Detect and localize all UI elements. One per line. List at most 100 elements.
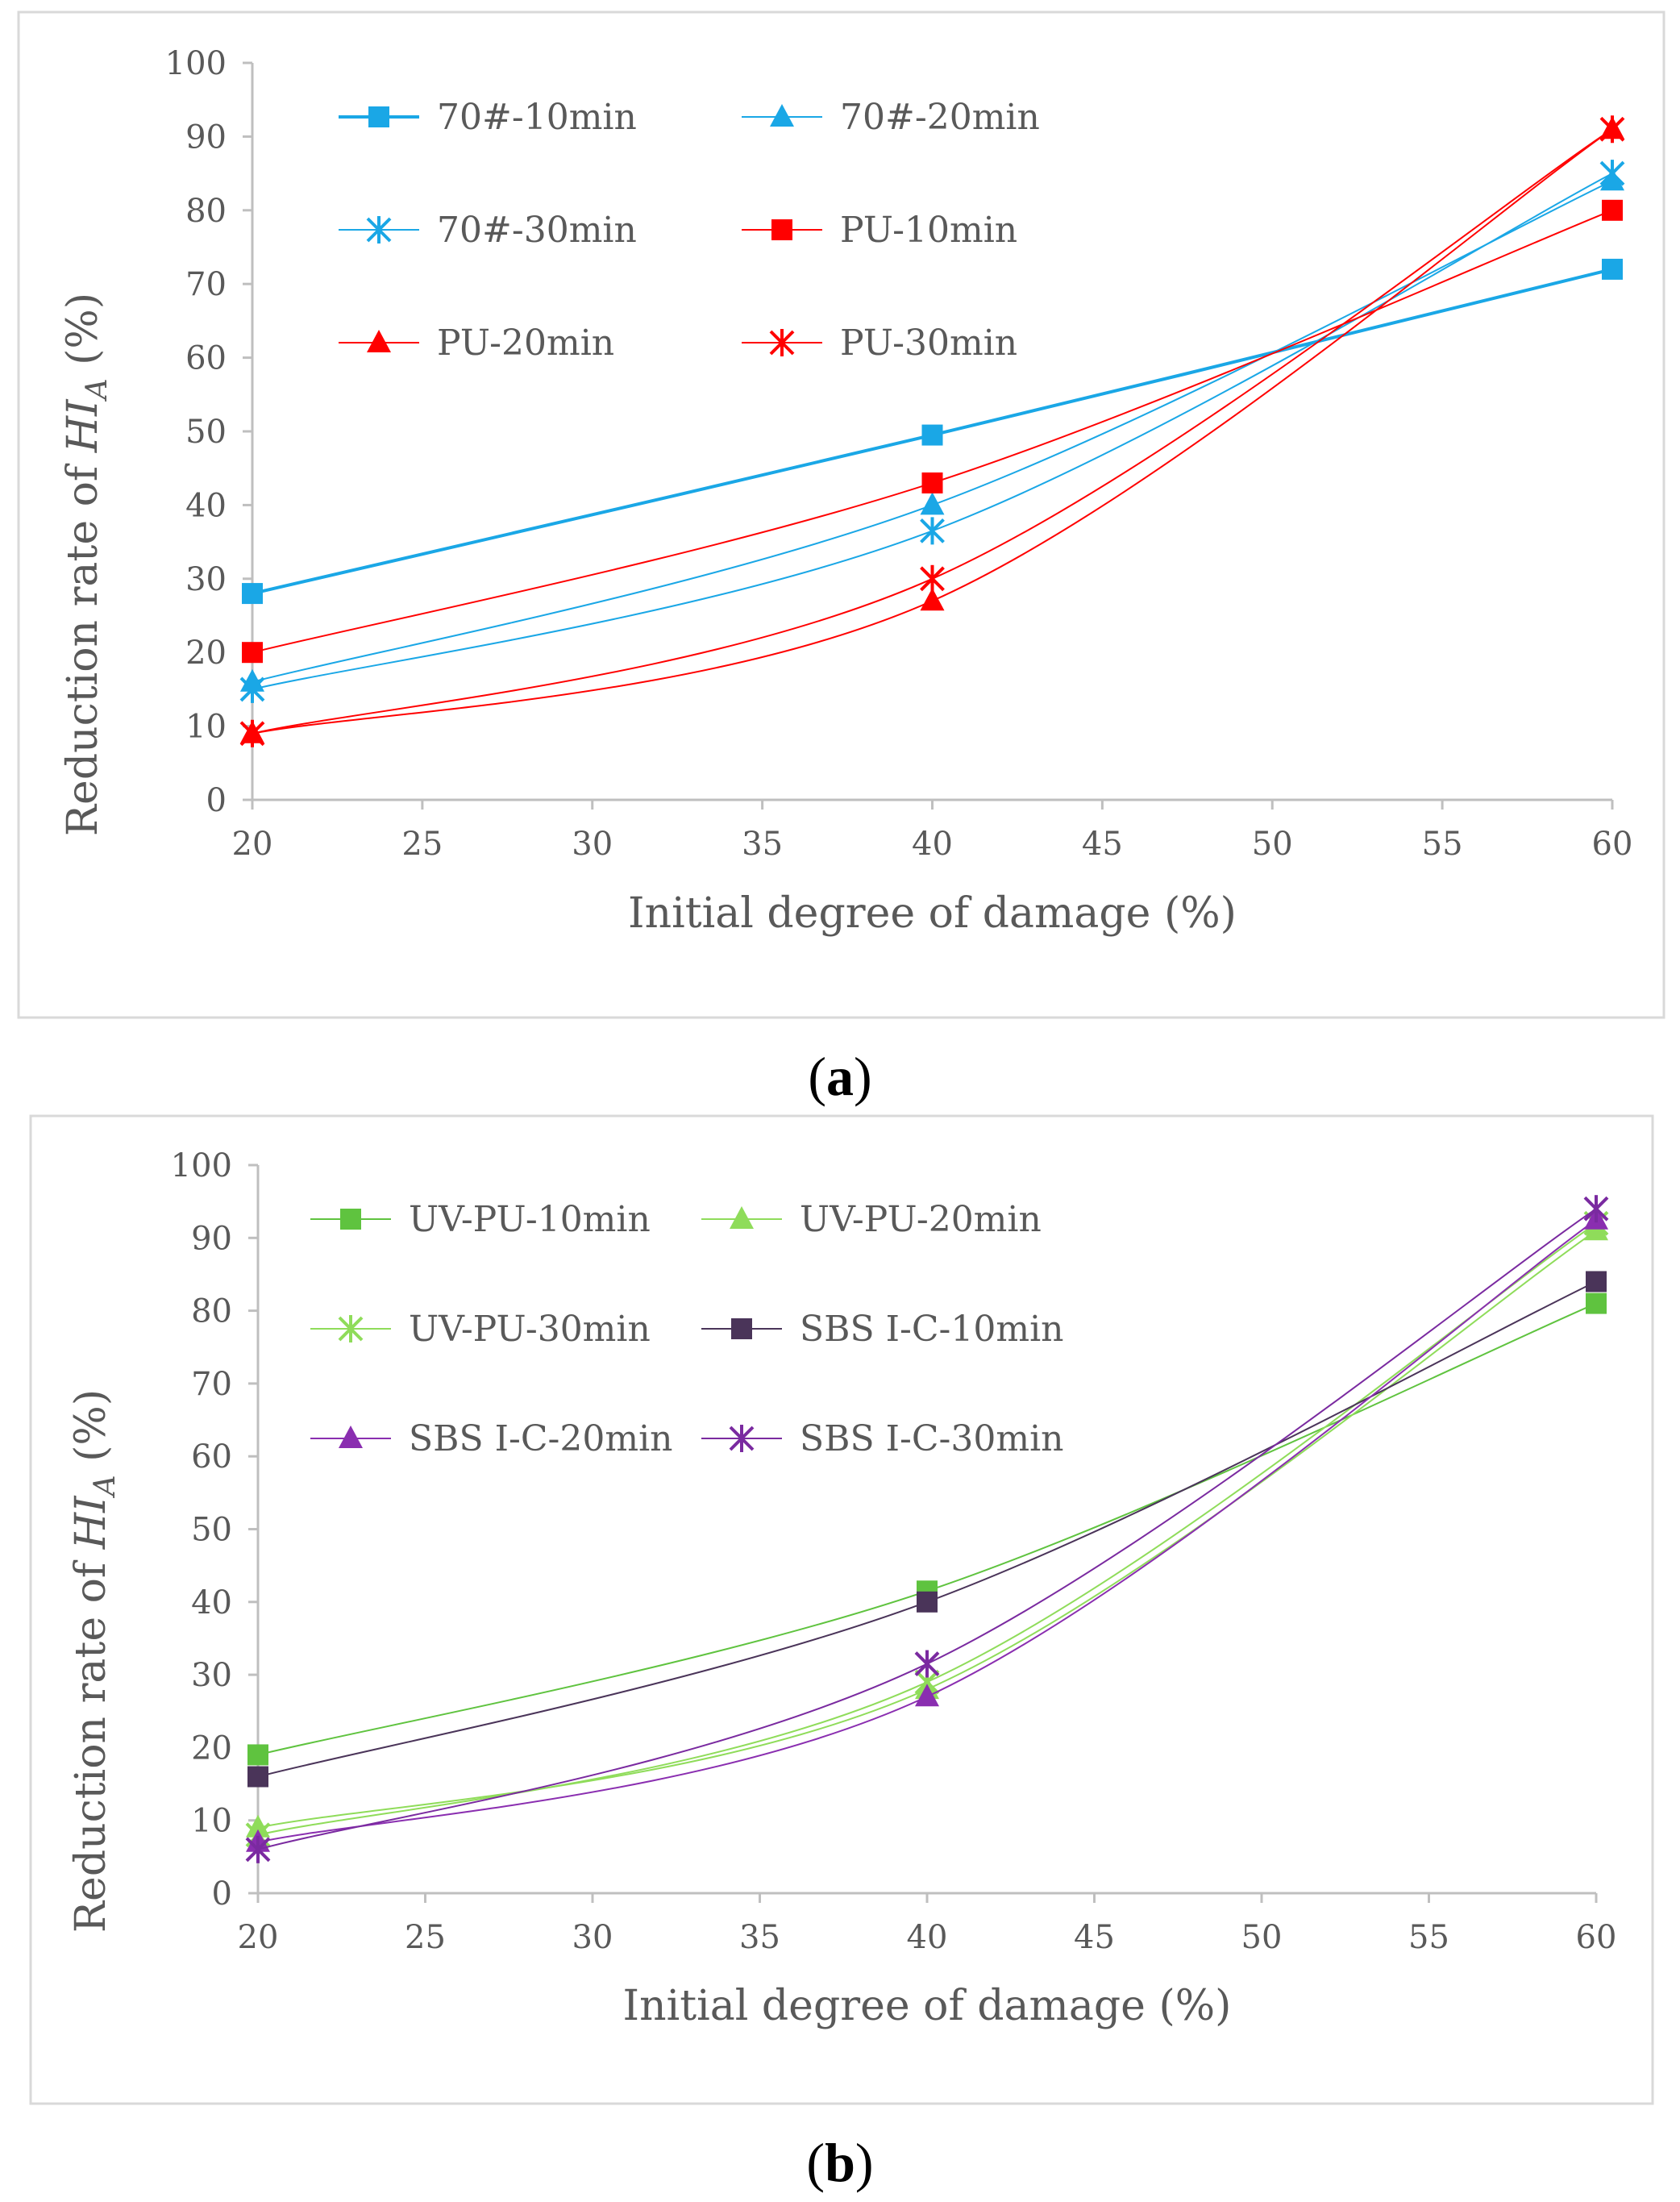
legend-marker-b-3 xyxy=(731,1318,752,1339)
data-point-a-2-2 xyxy=(1599,160,1625,188)
x-tick-label-b: 55 xyxy=(1408,1919,1449,1956)
x-tick-label-a: 45 xyxy=(1082,826,1123,863)
legend-label-b-1: UV-PU-20min xyxy=(800,1199,1042,1240)
y-tick-label-a: 10 xyxy=(185,709,227,746)
y-tick-label-a: 70 xyxy=(185,266,227,303)
x-tick-label-b: 30 xyxy=(572,1919,613,1956)
x-tick-label-b: 45 xyxy=(1074,1919,1115,1956)
legend-marker-b-4 xyxy=(339,1426,363,1448)
x-tick-label-a: 25 xyxy=(401,826,443,863)
data-point-a-3-2 xyxy=(1602,199,1623,221)
data-point-a-5-1 xyxy=(920,564,945,593)
data-point-b-3-0 xyxy=(247,1766,268,1788)
legend-marker-b-1 xyxy=(730,1206,754,1229)
x-tick-label-b: 60 xyxy=(1576,1919,1617,1956)
legend-label-a-1: 70#-20min xyxy=(840,97,1040,138)
y-tick-label-b: 50 xyxy=(191,1512,232,1549)
legend-marker-a-5 xyxy=(769,329,795,356)
data-point-a-0-2 xyxy=(1602,258,1623,280)
data-point-b-0-2 xyxy=(1586,1292,1607,1314)
panel-label-a: (a) xyxy=(808,1046,871,1107)
x-tick-label-a: 40 xyxy=(912,826,953,863)
legend-marker-a-1 xyxy=(770,104,794,127)
chart-a-frame xyxy=(17,10,1665,1019)
legend-marker-a-0 xyxy=(368,106,389,127)
data-point-a-5-2 xyxy=(1599,115,1625,144)
legend-label-a-2: 70#-30min xyxy=(437,210,637,251)
legend-marker-b-0 xyxy=(340,1209,361,1230)
series-b-3 xyxy=(247,1271,1607,1788)
panel-label-b: (b) xyxy=(806,2132,873,2193)
x-tick-label-b: 50 xyxy=(1241,1919,1283,1956)
legend-item-b-2: UV-PU-30min xyxy=(310,1309,651,1350)
y-axis-title-a: Reduction rate of HIA (%) xyxy=(59,293,114,836)
legend-item-b-3: SBS I-C-10min xyxy=(701,1309,1064,1350)
chart-b-frame xyxy=(29,1114,1654,2105)
data-point-a-0-1 xyxy=(921,424,943,446)
legend-label-a-3: PU-10min xyxy=(840,210,1017,251)
legend-marker-b-5 xyxy=(729,1425,755,1452)
data-point-b-3-2 xyxy=(1586,1271,1607,1292)
legend-label-b-5: SBS I-C-30min xyxy=(800,1418,1064,1459)
legend-item-a-0: 70#-10min xyxy=(339,97,637,138)
y-tick-label-b: 40 xyxy=(191,1584,232,1621)
y-tick-label-a: 50 xyxy=(185,414,227,451)
series-line-b-4 xyxy=(257,1218,1597,1843)
x-tick-label-a: 35 xyxy=(742,826,783,863)
legend-item-a-4: PU-20min xyxy=(339,323,614,364)
y-tick-label-b: 90 xyxy=(191,1220,232,1257)
y-tick-label-b: 0 xyxy=(212,1875,232,1913)
data-point-a-0-0 xyxy=(242,583,263,605)
data-point-a-2-1 xyxy=(920,517,945,545)
x-tick-label-a: 20 xyxy=(232,826,273,863)
series-line-a-4 xyxy=(252,128,1613,735)
data-point-a-5-0 xyxy=(239,719,265,747)
legend-item-a-2: 70#-30min xyxy=(339,210,637,251)
y-tick-label-a: 30 xyxy=(185,561,227,598)
legend-label-a-4: PU-20min xyxy=(437,323,614,364)
y-tick-label-a: 100 xyxy=(165,45,227,82)
x-tick-label-a: 50 xyxy=(1252,826,1293,863)
y-tick-label-b: 10 xyxy=(191,1803,232,1840)
data-point-a-1-1 xyxy=(920,492,945,515)
series-a-3 xyxy=(242,199,1623,664)
y-tick-label-a: 0 xyxy=(206,782,227,819)
y-tick-label-b: 20 xyxy=(191,1730,232,1767)
data-point-a-3-0 xyxy=(242,642,263,664)
y-tick-label-b: 70 xyxy=(191,1366,232,1403)
legend-item-a-5: PU-30min xyxy=(742,323,1017,364)
legend-label-a-5: PU-30min xyxy=(840,323,1017,364)
x-tick-label-b: 25 xyxy=(405,1919,446,1956)
legend-label-b-3: SBS I-C-10min xyxy=(800,1309,1064,1350)
data-point-b-0-0 xyxy=(247,1744,268,1766)
x-tick-label-a: 30 xyxy=(572,826,613,863)
chart-b: 0 10 20 30 40 50 60 70 80 90 100 20 25 30 35 40 45 50 55 60… xyxy=(67,1147,1616,2030)
data-point-b-3-1 xyxy=(917,1591,938,1613)
legend-label-b-0: UV-PU-10min xyxy=(409,1199,651,1240)
legend-item-a-3: PU-10min xyxy=(742,210,1017,251)
data-point-b-5-1 xyxy=(914,1650,940,1678)
legend-item-b-4: SBS I-C-20min xyxy=(310,1418,673,1459)
data-point-a-2-0 xyxy=(239,675,265,703)
data-point-b-5-0 xyxy=(245,1835,271,1863)
x-tick-label-a: 60 xyxy=(1592,826,1633,863)
legend-label-a-0: 70#-10min xyxy=(437,97,637,138)
y-tick-label-b: 100 xyxy=(171,1147,232,1184)
data-point-a-3-1 xyxy=(921,472,943,493)
y-tick-label-a: 40 xyxy=(185,487,227,524)
y-tick-label-b: 30 xyxy=(191,1657,232,1694)
y-tick-label-a: 60 xyxy=(185,340,227,377)
legend-item-b-1: UV-PU-20min xyxy=(701,1199,1042,1240)
series-a-0 xyxy=(242,258,1623,605)
y-tick-label-b: 80 xyxy=(191,1293,232,1330)
series-a-5 xyxy=(239,115,1625,747)
legend-marker-a-2 xyxy=(366,216,392,244)
y-tick-label-a: 90 xyxy=(185,119,227,156)
data-point-b-4-1 xyxy=(915,1684,939,1707)
legend-label-b-2: UV-PU-30min xyxy=(409,1309,651,1350)
legend-item-a-1: 70#-20min xyxy=(742,97,1040,138)
x-tick-label-b: 20 xyxy=(238,1919,279,1956)
x-axis-title-a: Initial degree of damage (%) xyxy=(628,889,1237,938)
y-tick-label-a: 20 xyxy=(185,635,227,672)
